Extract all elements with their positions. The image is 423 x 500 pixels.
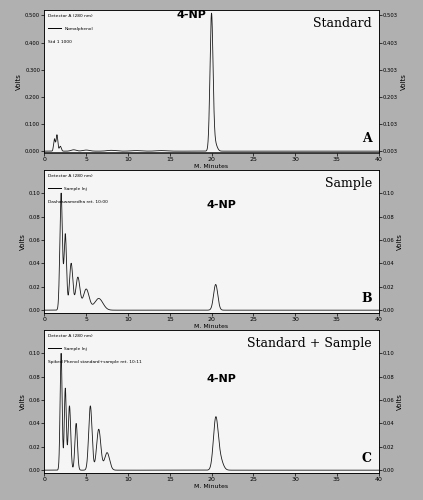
Text: A: A: [362, 132, 372, 145]
Text: 4-NP: 4-NP: [176, 10, 206, 20]
Y-axis label: Volts: Volts: [16, 73, 22, 90]
Y-axis label: Volts: Volts: [401, 73, 407, 90]
Text: Dashaswamedha ret. 10:00: Dashaswamedha ret. 10:00: [48, 200, 107, 204]
Y-axis label: Volts: Volts: [397, 233, 403, 250]
Y-axis label: Volts: Volts: [20, 233, 26, 250]
Text: Detector A (280 nm): Detector A (280 nm): [48, 334, 92, 338]
Text: Std 1 1000: Std 1 1000: [48, 40, 71, 44]
Y-axis label: Volts: Volts: [20, 393, 26, 409]
Text: Nomalphenol: Nomalphenol: [64, 27, 93, 31]
Text: Standard: Standard: [313, 17, 372, 30]
Text: Sample Inj: Sample Inj: [64, 347, 87, 351]
Text: Sample: Sample: [324, 177, 372, 190]
Text: Detector A (280 nm): Detector A (280 nm): [48, 14, 92, 18]
Y-axis label: Volts: Volts: [397, 393, 403, 409]
Text: B: B: [361, 292, 372, 306]
X-axis label: M. Minutes: M. Minutes: [195, 324, 228, 329]
X-axis label: M. Minutes: M. Minutes: [195, 164, 228, 169]
Text: 4-NP: 4-NP: [206, 374, 236, 384]
Text: 4-NP: 4-NP: [206, 200, 236, 210]
Text: Spiked Phenol standard+sample ret. 10:11: Spiked Phenol standard+sample ret. 10:11: [48, 360, 142, 364]
X-axis label: M. Minutes: M. Minutes: [195, 484, 228, 488]
Text: C: C: [362, 452, 372, 466]
Text: Standard + Sample: Standard + Sample: [247, 337, 372, 350]
Text: Sample Inj: Sample Inj: [64, 187, 87, 191]
Text: Detector A (280 nm): Detector A (280 nm): [48, 174, 92, 178]
